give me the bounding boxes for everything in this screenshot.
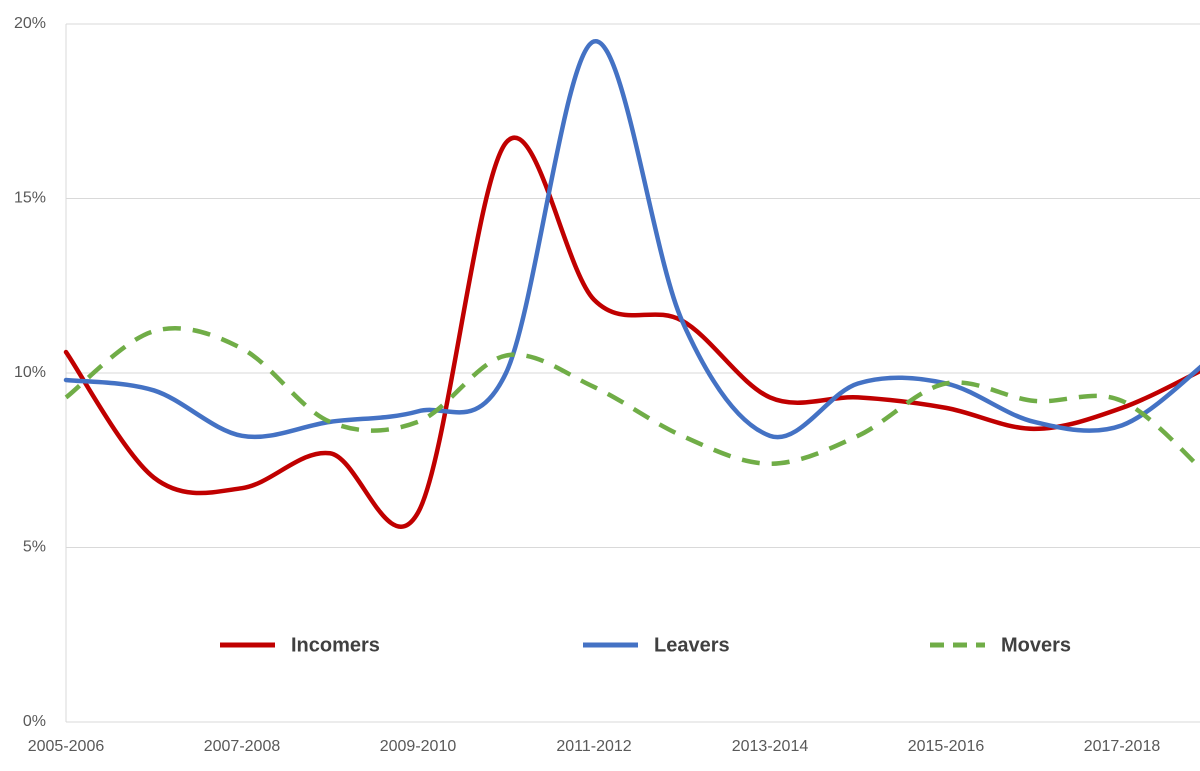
legend-label: Movers <box>1001 634 1071 656</box>
x-tick-label: 2013-2014 <box>732 738 809 755</box>
legend-label: Incomers <box>291 634 380 656</box>
x-tick-label: 2007-2008 <box>204 738 281 755</box>
x-tick-label: 2017-2018 <box>1084 738 1161 755</box>
y-tick-label: 5% <box>23 539 46 556</box>
y-tick-label: 10% <box>14 364 46 381</box>
y-tick-label: 15% <box>14 190 46 207</box>
series-line <box>63 39 1200 440</box>
x-tick-label: 2009-2010 <box>380 738 457 755</box>
legend-label: Leavers <box>654 634 730 656</box>
series-line <box>63 135 1200 529</box>
x-tick-label: 2011-2012 <box>556 738 631 755</box>
series-line <box>64 326 1200 472</box>
plot-area <box>63 39 1200 529</box>
y-tick-label: 20% <box>14 15 46 32</box>
x-tick-label: 2005-2006 <box>28 738 105 755</box>
legend: Incomers Leavers Movers <box>220 634 1071 656</box>
y-tick-label: 0% <box>23 713 46 730</box>
x-tick-label: 2015-2016 <box>908 738 985 755</box>
